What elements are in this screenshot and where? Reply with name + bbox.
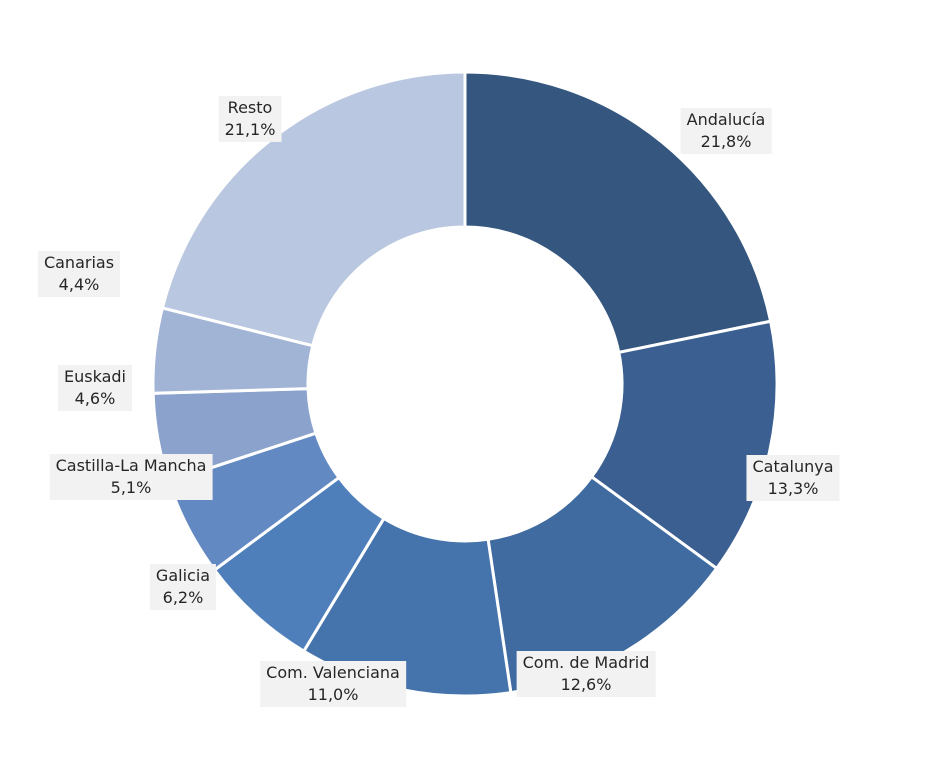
data-label-value: 13,3%: [767, 479, 819, 498]
data-label-value: 4,6%: [74, 389, 116, 408]
donut-slice-catalunya: [589, 319, 779, 571]
data-label-name: Castilla-La Mancha: [55, 456, 207, 475]
donut-slice-resto: [160, 70, 467, 348]
data-label: Euskadi 4,6%: [58, 365, 132, 411]
data-label: Castilla-La Mancha 5,1%: [49, 454, 213, 500]
data-label: Com. Valenciana 11,0%: [260, 661, 406, 707]
data-label: Resto 21,1%: [218, 96, 282, 142]
data-label: Canarias 4,4%: [37, 251, 121, 297]
data-label: Galicia 6,2%: [149, 564, 217, 610]
data-label-name: Canarias: [43, 253, 115, 272]
data-label-value: 6,2%: [162, 588, 204, 607]
data-label: Com. de Madrid 12,6%: [516, 651, 656, 697]
data-label-name: Catalunya: [752, 457, 834, 476]
data-label-value: 11,0%: [307, 685, 359, 704]
data-label: Andalucía 21,8%: [680, 108, 772, 154]
data-label-name: Andalucía: [686, 110, 766, 129]
data-label-value: 21,8%: [700, 132, 752, 151]
data-label-name: Galicia: [155, 566, 211, 585]
data-label-name: Com. Valenciana: [266, 663, 400, 682]
data-label-name: Euskadi: [64, 367, 126, 386]
data-label-value: 12,6%: [560, 675, 612, 694]
data-label-value: 5,1%: [110, 478, 152, 497]
donut-slice-andaluc-a: [463, 70, 773, 355]
data-label-value: 4,4%: [58, 275, 100, 294]
data-label: Catalunya 13,3%: [746, 455, 840, 501]
data-label-name: Resto: [227, 98, 273, 117]
data-label-value: 21,1%: [224, 120, 276, 139]
data-label-name: Com. de Madrid: [522, 653, 650, 672]
